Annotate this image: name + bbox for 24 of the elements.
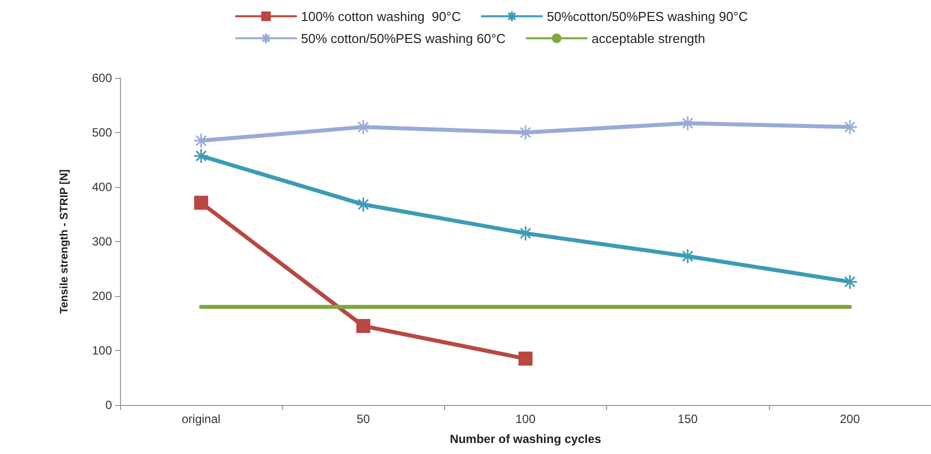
point [356, 196, 372, 212]
x-tick-label: 50 [356, 412, 370, 426]
point [193, 148, 209, 164]
point [356, 318, 370, 333]
y-axis-title: Tensile strength - STRIP [N] [58, 168, 70, 314]
y-tick-label: 300 [92, 234, 112, 248]
x-tick-label: 100 [515, 412, 536, 426]
x-axis-title: Number of washing cycles [450, 432, 602, 446]
y-tick-label: 0 [105, 398, 112, 412]
y-tick-label: 600 [92, 71, 112, 85]
y-tick-label: 500 [92, 126, 112, 140]
legend-label: 50% cotton/50%PES washing 60°C [301, 30, 506, 46]
point [842, 274, 858, 290]
legend-label: acceptable strength [592, 30, 706, 46]
y-tick-label: 100 [92, 344, 112, 358]
y-tick-label: 400 [92, 180, 112, 194]
x-tick-label: 150 [678, 412, 698, 426]
x-tick-label: 200 [840, 412, 860, 426]
y-tick-label: 200 [92, 289, 112, 303]
point [194, 196, 208, 210]
point [518, 352, 532, 366]
legend-label: 50%cotton/50%PES washing 90°C [546, 8, 748, 24]
x-tick-label: original [182, 412, 220, 426]
legend-label: 100% cotton washing 90°C [301, 8, 461, 24]
